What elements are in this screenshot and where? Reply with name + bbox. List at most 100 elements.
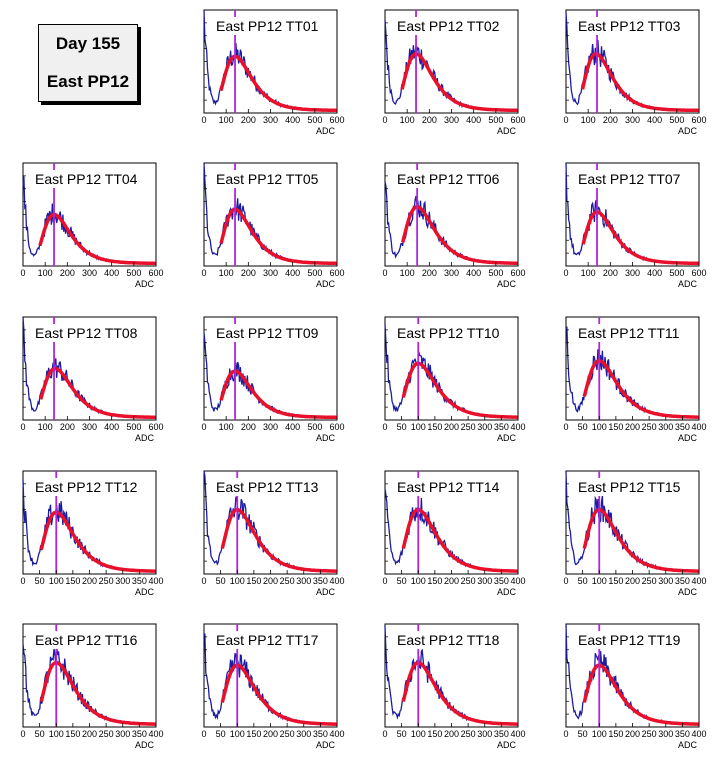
x-tick-label: 300	[625, 115, 640, 125]
x-tick-label: 400	[466, 268, 481, 278]
x-tick-label: 200	[444, 729, 459, 739]
x-tick-label: 200	[241, 268, 256, 278]
x-tick-label: 100	[592, 576, 607, 586]
x-tick-label: 300	[82, 422, 97, 432]
x-tick-label: 0	[201, 576, 206, 586]
x-tick-label: 0	[563, 268, 568, 278]
x-tick-label: 500	[307, 422, 322, 432]
x-tick-label: 0	[201, 115, 206, 125]
chart-title: East PP12 TT07	[578, 171, 681, 187]
x-tick-label: 500	[488, 268, 503, 278]
fit-curve	[400, 52, 518, 113]
x-tick-label: 250	[99, 729, 114, 739]
fit-curve	[39, 366, 156, 419]
x-tick-label: 350	[494, 576, 509, 586]
x-tick-label: 200	[82, 576, 97, 586]
x-tick-label: 500	[126, 422, 141, 432]
x-tick-label: 50	[397, 729, 407, 739]
x-tick-label: 150	[65, 576, 80, 586]
x-tick-label: 50	[35, 576, 45, 586]
x-tick-label: 400	[104, 268, 119, 278]
x-tick-label: 200	[625, 422, 640, 432]
x-axis-label: ADC	[316, 279, 336, 289]
x-tick-label: 350	[313, 576, 328, 586]
title-background	[576, 170, 683, 188]
x-tick-label: 200	[263, 729, 278, 739]
x-tick-label: 300	[444, 115, 459, 125]
x-tick-label: 100	[38, 422, 53, 432]
title-background	[576, 631, 683, 649]
fit-curve	[219, 54, 337, 113]
x-tick-label: 150	[608, 729, 623, 739]
chart-title: East PP12 TT06	[397, 171, 500, 187]
x-tick-label: 0	[20, 576, 25, 586]
x-tick-label: 50	[397, 422, 407, 432]
x-tick-label: 0	[201, 729, 206, 739]
x-tick-label: 400	[510, 729, 525, 739]
x-axis-label: ADC	[316, 433, 336, 443]
fit-curve	[39, 660, 156, 726]
chart-title: East PP12 TT19	[578, 632, 681, 648]
x-tick-label: 100	[219, 268, 234, 278]
x-tick-label: 350	[675, 729, 690, 739]
chart-title: East PP12 TT18	[397, 632, 500, 648]
x-tick-label: 200	[241, 115, 256, 125]
x-tick-label: 400	[148, 729, 163, 739]
x-tick-label: 300	[263, 115, 278, 125]
title-background	[33, 324, 140, 342]
x-tick-label: 400	[285, 268, 300, 278]
title-background	[395, 17, 502, 35]
x-tick-label: 600	[329, 422, 344, 432]
day-label: Day 155	[55, 34, 121, 53]
x-tick-label: 300	[263, 422, 278, 432]
fit-curve	[582, 507, 699, 573]
chart-title: East PP12 TT14	[397, 479, 500, 495]
x-tick-label: 500	[126, 268, 141, 278]
title-background	[395, 170, 502, 188]
fit-curve	[401, 507, 518, 573]
x-tick-label: 350	[313, 729, 328, 739]
x-tick-label: 400	[329, 576, 344, 586]
x-tick-label: 200	[241, 422, 256, 432]
x-tick-label: 150	[65, 729, 80, 739]
x-tick-label: 100	[230, 729, 245, 739]
x-tick-label: 400	[104, 422, 119, 432]
x-tick-label: 250	[280, 729, 295, 739]
chart-title: East PP12 TT10	[397, 325, 500, 341]
x-tick-label: 600	[510, 115, 525, 125]
x-tick-label: 400	[285, 115, 300, 125]
x-tick-label: 0	[201, 422, 206, 432]
x-axis-label: ADC	[135, 279, 155, 289]
x-axis-label: ADC	[497, 279, 517, 289]
x-tick-label: 200	[60, 422, 75, 432]
x-tick-label: 500	[669, 268, 684, 278]
x-tick-label: 350	[494, 422, 509, 432]
x-tick-label: 0	[201, 268, 206, 278]
x-tick-label: 200	[603, 115, 618, 125]
x-tick-label: 300	[625, 268, 640, 278]
x-tick-label: 100	[219, 115, 234, 125]
x-tick-label: 300	[444, 268, 459, 278]
chart-title: East PP12 TT08	[35, 325, 138, 341]
x-tick-label: 150	[608, 576, 623, 586]
x-tick-label: 50	[578, 729, 588, 739]
x-tick-label: 150	[246, 576, 261, 586]
chart-title: East PP12 TT11	[578, 325, 680, 341]
title-box: Day 155 East PP12	[38, 24, 138, 102]
x-tick-label: 250	[461, 576, 476, 586]
x-tick-label: 100	[411, 576, 426, 586]
x-tick-label: 300	[658, 729, 673, 739]
x-tick-label: 400	[466, 115, 481, 125]
x-tick-label: 100	[400, 268, 415, 278]
x-tick-label: 400	[510, 422, 525, 432]
x-axis-label: ADC	[678, 279, 698, 289]
x-tick-label: 400	[647, 268, 662, 278]
